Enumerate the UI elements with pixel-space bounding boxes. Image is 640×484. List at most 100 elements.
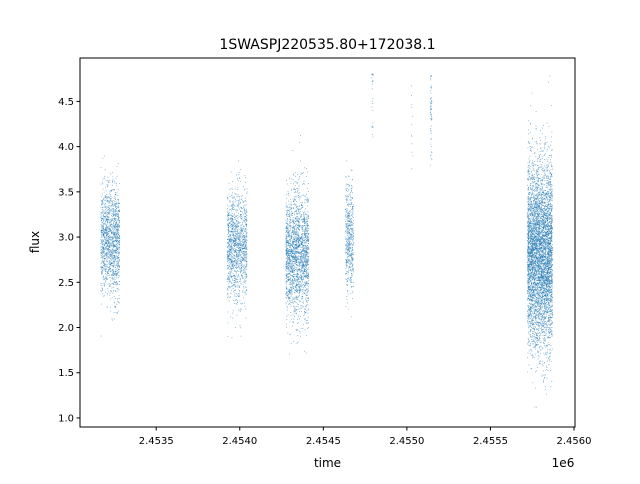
data-point	[113, 255, 115, 257]
data-point	[290, 206, 292, 208]
data-point	[101, 266, 103, 268]
data-point	[114, 279, 116, 280]
data-point	[286, 297, 287, 299]
data-point	[352, 270, 354, 272]
data-point	[285, 206, 287, 208]
data-point	[307, 235, 309, 237]
data-point	[107, 271, 108, 273]
data-point	[348, 194, 350, 196]
data-point	[114, 245, 116, 247]
data-point	[232, 208, 233, 210]
data-point	[240, 206, 242, 208]
data-point	[293, 247, 294, 248]
data-point	[351, 253, 353, 255]
data-point	[234, 247, 236, 249]
data-point	[104, 295, 105, 297]
data-point	[108, 182, 110, 184]
data-point	[116, 277, 118, 279]
data-point	[306, 224, 308, 226]
data-point	[290, 215, 292, 217]
data-point	[114, 197, 116, 199]
data-point	[291, 256, 293, 258]
data-point	[102, 243, 104, 245]
data-point	[242, 228, 244, 230]
data-point	[115, 227, 117, 229]
data-point	[118, 230, 120, 232]
data-point	[228, 206, 230, 208]
data-point	[227, 257, 229, 259]
data-point	[290, 251, 291, 253]
data-point	[289, 292, 290, 294]
data-point	[239, 216, 241, 217]
data-point	[231, 262, 233, 264]
data-point	[300, 216, 302, 218]
data-point	[103, 220, 104, 222]
data-point	[237, 258, 239, 259]
data-point	[298, 213, 300, 215]
data-point	[103, 226, 104, 228]
data-point	[288, 276, 290, 277]
data-point	[303, 245, 304, 247]
data-point	[109, 260, 111, 262]
data-point	[102, 214, 104, 216]
data-point	[304, 242, 306, 244]
data-point	[105, 197, 106, 198]
data-point	[112, 262, 114, 264]
data-point	[290, 205, 292, 206]
data-point	[244, 235, 245, 237]
data-point	[109, 274, 111, 276]
data-point	[307, 183, 309, 184]
data-point	[289, 238, 290, 240]
data-point	[112, 229, 114, 231]
data-point	[295, 210, 297, 212]
data-point	[307, 264, 309, 266]
data-point	[302, 292, 304, 294]
data-point	[107, 288, 109, 290]
data-point	[291, 244, 293, 246]
data-point	[302, 255, 304, 257]
data-point	[296, 329, 297, 331]
data-point	[297, 279, 299, 281]
data-point	[287, 251, 289, 253]
data-point	[306, 249, 308, 251]
data-point	[296, 296, 298, 298]
data-point	[106, 193, 108, 195]
data-point	[294, 274, 296, 275]
data-point	[102, 225, 103, 227]
data-point	[345, 236, 347, 238]
data-point	[305, 241, 307, 243]
data-point	[244, 182, 246, 183]
data-point	[350, 239, 352, 240]
data-point	[290, 255, 292, 256]
data-point	[295, 181, 297, 183]
data-point	[246, 211, 248, 212]
data-point	[116, 255, 118, 257]
data-point	[233, 276, 235, 278]
data-point	[305, 258, 306, 260]
data-point	[289, 247, 291, 248]
data-point	[104, 229, 106, 231]
data-point	[115, 215, 117, 217]
data-point	[229, 296, 231, 298]
data-point	[113, 301, 115, 303]
data-point	[235, 251, 237, 253]
data-point	[304, 220, 306, 222]
data-point	[308, 259, 309, 261]
data-point	[238, 244, 239, 246]
data-point	[295, 295, 297, 297]
data-point	[101, 255, 103, 257]
data-point	[246, 254, 248, 256]
data-point	[301, 194, 303, 196]
data-point	[285, 253, 287, 255]
data-point	[286, 266, 288, 268]
data-point	[293, 268, 294, 270]
data-point	[232, 279, 234, 281]
data-point	[307, 247, 308, 249]
data-point	[291, 237, 292, 239]
data-point	[306, 253, 308, 255]
data-point	[286, 253, 287, 254]
data-point	[299, 310, 300, 312]
data-point	[304, 195, 306, 197]
data-point	[104, 215, 105, 217]
data-point	[115, 182, 117, 184]
